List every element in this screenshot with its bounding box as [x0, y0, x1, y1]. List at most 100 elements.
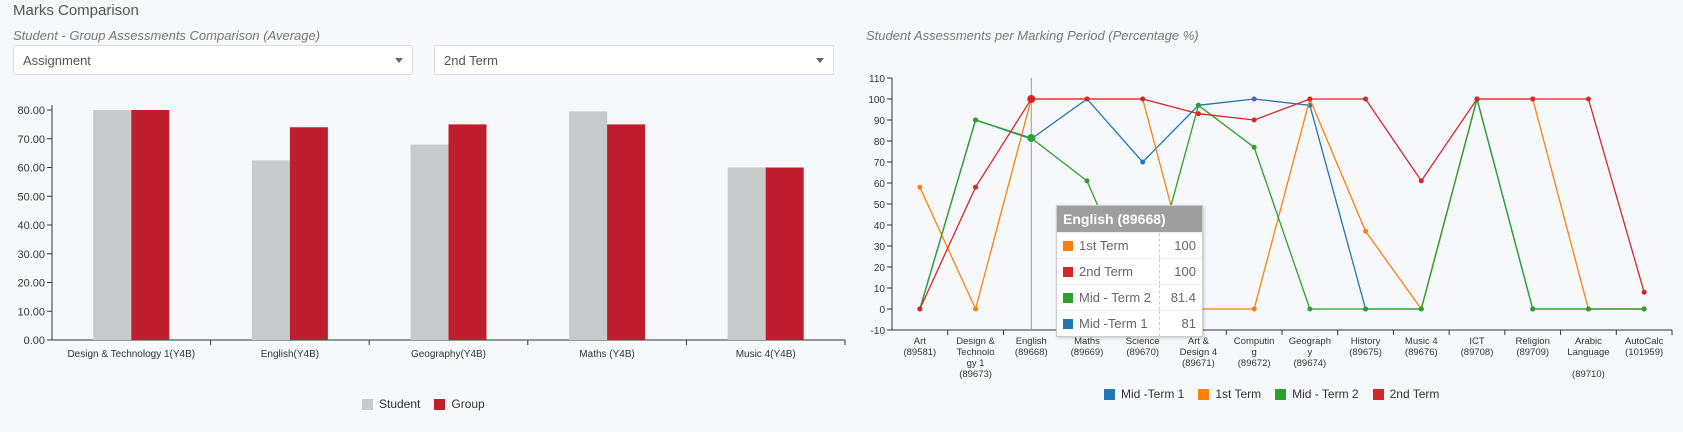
x-tick-label: (89710)	[1572, 369, 1605, 380]
x-tick-label: AutoCalc	[1625, 336, 1664, 347]
tooltip-series-name: 1st Term	[1079, 233, 1160, 258]
x-tick-label: Design 4	[1180, 347, 1218, 358]
legend-swatch	[434, 398, 446, 410]
tooltip-row: 2nd Term 100	[1057, 258, 1202, 284]
tooltip-swatch	[1063, 292, 1073, 303]
tooltip-title: English (89668)	[1057, 206, 1202, 232]
y-tick-label: 30.00	[17, 249, 45, 261]
x-tick-label: English(Y4B)	[261, 349, 319, 360]
x-tick-label: (89673)	[959, 369, 992, 380]
tooltip-swatch	[1063, 318, 1073, 329]
data-point	[1140, 96, 1146, 102]
data-point	[1084, 96, 1090, 102]
y-tick-label: 20	[874, 263, 886, 274]
chevron-down-icon	[816, 58, 824, 63]
data-point	[1363, 96, 1369, 102]
data-point	[1307, 96, 1313, 102]
y-tick-label: 30	[874, 242, 886, 253]
left-chart-title: Student - Group Assessments Comparison (…	[13, 28, 321, 43]
x-tick-label: History	[1351, 336, 1381, 347]
data-point	[973, 184, 979, 190]
legend-label: Student	[379, 397, 421, 411]
right-chart-title: Student Assessments per Marking Period (…	[866, 28, 1199, 43]
y-tick-label: 0	[879, 305, 885, 316]
legend-label: 1st Term	[1215, 387, 1262, 401]
bar-student	[251, 160, 290, 340]
data-point	[1641, 289, 1647, 295]
data-point	[1530, 96, 1536, 102]
data-point	[1251, 117, 1257, 123]
data-point	[1307, 306, 1313, 312]
y-tick-label: 40.00	[17, 220, 45, 232]
y-tick-label: 10	[874, 284, 886, 295]
legend-item[interactable]: 1st Term	[1198, 387, 1261, 401]
y-tick-label: 110	[869, 74, 885, 85]
tooltip-series-name: 2nd Term	[1079, 259, 1160, 284]
y-tick-label: 80	[874, 137, 886, 148]
tooltip-row: Mid -Term 1 81	[1057, 310, 1202, 336]
y-tick-label: 20.00	[17, 278, 45, 290]
x-tick-label: Music 4	[1405, 336, 1438, 347]
x-tick-label: (89670)	[1126, 347, 1159, 358]
legend-item[interactable]: Group	[434, 397, 485, 411]
legend-label: Mid - Term 2	[1292, 387, 1359, 401]
y-tick-label: 50.00	[17, 191, 45, 203]
legend-item[interactable]: Mid - Term 2	[1275, 387, 1359, 401]
x-tick-label: (89676)	[1405, 347, 1438, 358]
tooltip-row: Mid - Term 2 81.4	[1057, 284, 1202, 310]
data-point	[1418, 306, 1424, 312]
x-tick-label: Maths	[1074, 336, 1100, 347]
legend-item[interactable]: Mid -Term 1	[1104, 387, 1184, 401]
x-tick-label: Technolo	[957, 347, 995, 358]
data-point	[1585, 96, 1591, 102]
data-point	[1027, 134, 1036, 143]
assessment-type-select[interactable]: Assignment	[13, 45, 413, 75]
bar-student	[93, 110, 132, 340]
x-tick-label: Geography(Y4B)	[411, 349, 486, 360]
x-tick-label: Design & Technology 1(Y4B)	[67, 349, 195, 360]
data-point	[1418, 178, 1424, 184]
x-tick-label: (89581)	[903, 347, 936, 358]
x-tick-label: (89709)	[1516, 347, 1549, 358]
x-tick-label: Art	[914, 336, 927, 347]
term-select[interactable]: 2nd Term	[434, 45, 834, 75]
tooltip-value: 81	[1181, 316, 1196, 331]
bar-chart-legend: Student Group	[362, 397, 499, 411]
x-tick-label: g	[1251, 347, 1256, 358]
legend-swatch	[1198, 388, 1210, 400]
x-tick-label: Maths (Y4B)	[579, 349, 635, 360]
data-point	[973, 306, 979, 312]
data-point	[1027, 95, 1036, 103]
legend-item[interactable]: 2nd Term	[1372, 387, 1440, 401]
data-point	[1251, 144, 1257, 150]
x-tick-label: Arabic	[1575, 336, 1602, 347]
y-tick-label: 50	[874, 200, 886, 211]
tooltip-value: 100	[1174, 264, 1196, 279]
data-point	[1195, 111, 1201, 117]
y-tick-label: 40	[874, 221, 886, 232]
legend-item[interactable]: Student	[362, 397, 420, 411]
legend-label: 2nd Term	[1389, 387, 1440, 401]
y-tick-label: 60.00	[17, 163, 45, 175]
bar-student	[727, 167, 766, 340]
y-tick-label: 60	[874, 179, 886, 190]
tooltip-series-name: Mid - Term 2	[1079, 285, 1160, 310]
y-tick-label: 70.00	[17, 134, 45, 146]
data-point	[973, 117, 979, 123]
data-point	[1195, 102, 1201, 108]
bar-group	[289, 127, 328, 340]
tooltip-row: 1st Term 100	[1057, 232, 1202, 258]
data-point	[1251, 306, 1257, 312]
bar-chart: 0.00 10.00 20.00 30.00 40.00 50.00 60.00 70.00 8…	[17, 105, 846, 360]
data-point	[1474, 96, 1480, 102]
bar-group	[448, 124, 487, 340]
x-tick-label: (89669)	[1071, 347, 1104, 358]
series-line-mid-term-2	[919, 96, 1645, 311]
y-tick-label: 80.00	[17, 105, 45, 117]
series-line-1st-term	[919, 96, 1645, 311]
y-tick-label: 10.00	[17, 306, 45, 318]
y-tick-label: 70	[874, 158, 886, 169]
data-point	[1530, 306, 1536, 312]
data-point	[917, 306, 923, 312]
tooltip-swatch	[1063, 266, 1073, 277]
